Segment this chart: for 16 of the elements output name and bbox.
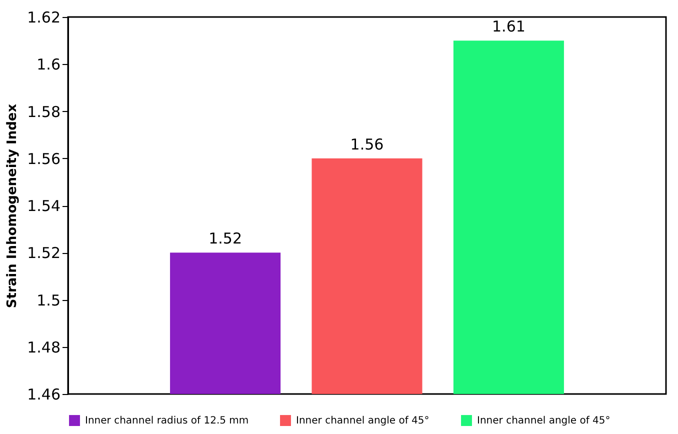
data-label: 1.56 — [350, 135, 384, 154]
y-tick-label: 1.62 — [27, 8, 60, 26]
y-tick-label: 1.58 — [27, 102, 60, 121]
y-tick-label: 1.52 — [27, 244, 60, 262]
y-tick-label: 1.46 — [27, 386, 60, 404]
legend-label: Inner channel angle of 45° — [296, 416, 430, 427]
y-tick-label: 1.54 — [27, 197, 60, 215]
data-label: 1.61 — [492, 18, 526, 36]
y-tick-label: 1.56 — [27, 150, 60, 168]
y-tick-label: 1.5 — [36, 291, 60, 310]
y-tick-label: 1.48 — [27, 338, 60, 356]
data-label: 1.52 — [208, 230, 242, 248]
legend-label: Inner channel angle of 45° — [477, 416, 610, 427]
y-axis-title: Strain Inhomogeneity Index — [5, 103, 20, 308]
y-tick-label: 1.6 — [36, 56, 60, 74]
legend-label: Inner channel radius of 12.5 mm — [85, 416, 249, 427]
